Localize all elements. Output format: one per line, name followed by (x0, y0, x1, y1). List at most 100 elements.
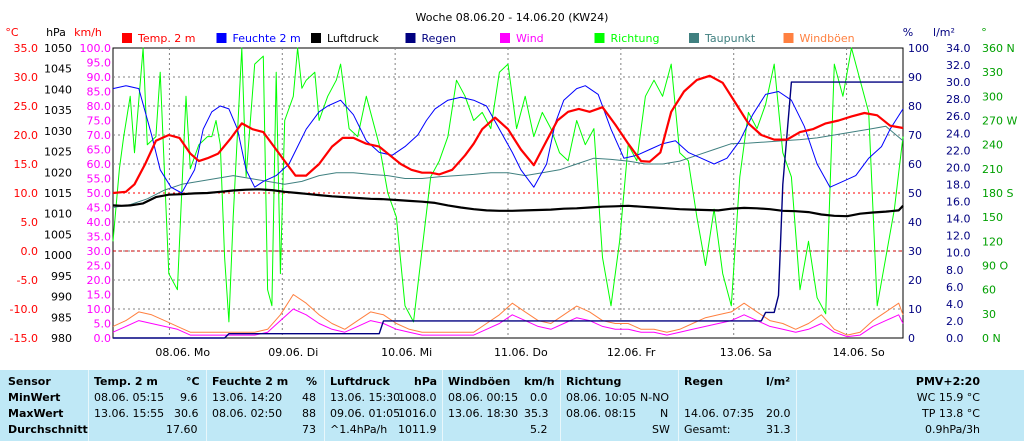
gust-min-time: 08.06. 00:15 (448, 391, 519, 404)
series-line-6 (112, 125, 904, 208)
pct-tick: 0 (908, 332, 915, 345)
left-axis-unit: hPa (46, 26, 66, 39)
kmh-tick: 40.0 (87, 216, 112, 229)
rain-tick: 26.0 (946, 110, 971, 123)
legend-swatch (122, 33, 132, 43)
kmh-tick: 15.0 (87, 289, 112, 302)
kmh-tick: 50.0 (87, 187, 112, 200)
dir-tick: 270 W (982, 115, 1017, 128)
gust-header: Windböen (448, 375, 511, 388)
kmh-tick: 35.0 (87, 231, 112, 244)
pct-tick: 70 (908, 129, 922, 142)
hpa-tick: 1010 (44, 208, 72, 221)
temp-tick: 25.0 (14, 100, 39, 113)
axis-units: °C hPa km/h% l/m² ° (5, 26, 986, 39)
rain-max-time: 14.06. 07:35 (684, 407, 755, 420)
hpa-tick: 1000 (44, 249, 72, 262)
legend-swatch (216, 33, 227, 43)
kmh-tick: 75.0 (87, 115, 112, 128)
min-label: MinWert (8, 391, 61, 404)
day-label: 09.06. Di (268, 346, 318, 359)
dir-tick: 30 (982, 308, 996, 321)
legend-swatch (311, 33, 321, 43)
series-line-2 (112, 188, 904, 218)
hum-avg: 73 (302, 423, 316, 436)
pres-max-time: 09.06. 01:05 (330, 407, 401, 420)
left-axis-unit: km/h (74, 26, 102, 39)
temp-tick: -5.0 (17, 274, 38, 287)
hpa-tick: 990 (51, 291, 72, 304)
pmv-header: PMV+2:20 (915, 375, 980, 388)
series-line-0 (112, 74, 904, 195)
dir-header: Richtung (566, 375, 622, 388)
dir-tick: 60 (982, 284, 996, 297)
kmh-tick: 30.0 (87, 245, 112, 258)
axis-ticks: 35.030.025.020.015.010.05.00.0-5.0-10.0-… (10, 42, 1018, 345)
gust-avg: 5.2 (530, 423, 548, 436)
day-label: 14.06. So (833, 346, 885, 359)
rain-max: 20.0 (766, 407, 791, 420)
dir-tick: 360 N (982, 42, 1015, 55)
day-labels: 08.06. Mo 09.06. Di 10.06. Mi 11.06. Do 12.0… (155, 346, 885, 359)
hpa-tick: 1005 (44, 228, 72, 241)
kmh-tick: 95.0 (87, 57, 112, 70)
summary-table: Sensor MinWert MaxWert Durchschnitt Temp… (0, 370, 1024, 441)
legend-swatch (689, 33, 699, 43)
legend-swatch (500, 33, 510, 43)
legend-label: Richtung (611, 32, 660, 45)
day-label: 10.06. Mi (381, 346, 432, 359)
kmh-tick: 90.0 (87, 71, 112, 84)
temp-tick: 20.0 (14, 129, 39, 142)
gust-unit: km/h (524, 375, 555, 388)
legend-swatch (594, 33, 605, 43)
rain-tick: 20.0 (946, 161, 971, 174)
dir-tick: 0 N (982, 332, 1001, 345)
kmh-tick: 55.0 (87, 173, 112, 186)
dir-max: N (660, 407, 669, 420)
dir-max-time: 08.06. 08:15 (566, 407, 637, 420)
dir-min-time: 08.06. 10:05 (566, 391, 637, 404)
dir-tick: 120 (982, 235, 1003, 248)
kmh-tick: 5.0 (94, 318, 112, 331)
left-axis-unit: °C (5, 26, 19, 39)
legend-swatch (783, 33, 794, 43)
temp-tick: 15.0 (14, 158, 39, 171)
dir-tick: 150 (982, 211, 1003, 224)
series-line-3 (113, 81, 903, 339)
pmv-line1: WC 15.9 °C (916, 391, 980, 404)
sensor-label: Sensor (8, 375, 51, 388)
temp-tick: 0.0 (21, 245, 39, 258)
hum-header: Feuchte 2 m (212, 375, 289, 388)
pct-tick: 100 (908, 42, 929, 55)
kmh-tick: 25.0 (87, 260, 112, 273)
rain-tick: 34.0 (946, 42, 971, 55)
hpa-tick: 1030 (44, 125, 72, 138)
temp-tick: 10.0 (14, 187, 39, 200)
hpa-tick: 995 (51, 270, 72, 283)
pmv-line2: TP 13.8 °C (921, 407, 980, 420)
pct-tick: 50 (908, 187, 922, 200)
pres-header: Luftdruck (330, 375, 390, 388)
kmh-tick: 80.0 (87, 100, 112, 113)
pct-tick: 60 (908, 158, 922, 171)
gust-max: 35.3 (524, 407, 549, 420)
rain-tick: 30.0 (946, 76, 971, 89)
pmv-line3: 0.9hPa/3h (924, 423, 980, 436)
hum-min-time: 13.06. 14:20 (212, 391, 283, 404)
dir-tick: 240 (982, 139, 1003, 152)
chart-title: Woche 08.06.20 - 14.06.20 (KW24) (416, 11, 609, 24)
legend-label: Feuchte 2 m (233, 32, 301, 45)
legend-label: Taupunkt (704, 32, 756, 45)
rain-tick: 32.0 (946, 59, 971, 72)
hpa-tick: 1040 (44, 83, 72, 96)
series-line-4 (112, 308, 904, 338)
right-axis-unit: ° (981, 26, 987, 39)
legend-label: Luftdruck (327, 32, 379, 45)
legend-label: Regen (422, 32, 457, 45)
dir-tick: 300 (982, 90, 1003, 103)
hpa-tick: 1020 (44, 166, 72, 179)
kmh-tick: 100.0 (80, 42, 112, 55)
day-label: 08.06. Mo (155, 346, 210, 359)
gust-min: 0.0 (530, 391, 548, 404)
pct-tick: 90 (908, 71, 922, 84)
